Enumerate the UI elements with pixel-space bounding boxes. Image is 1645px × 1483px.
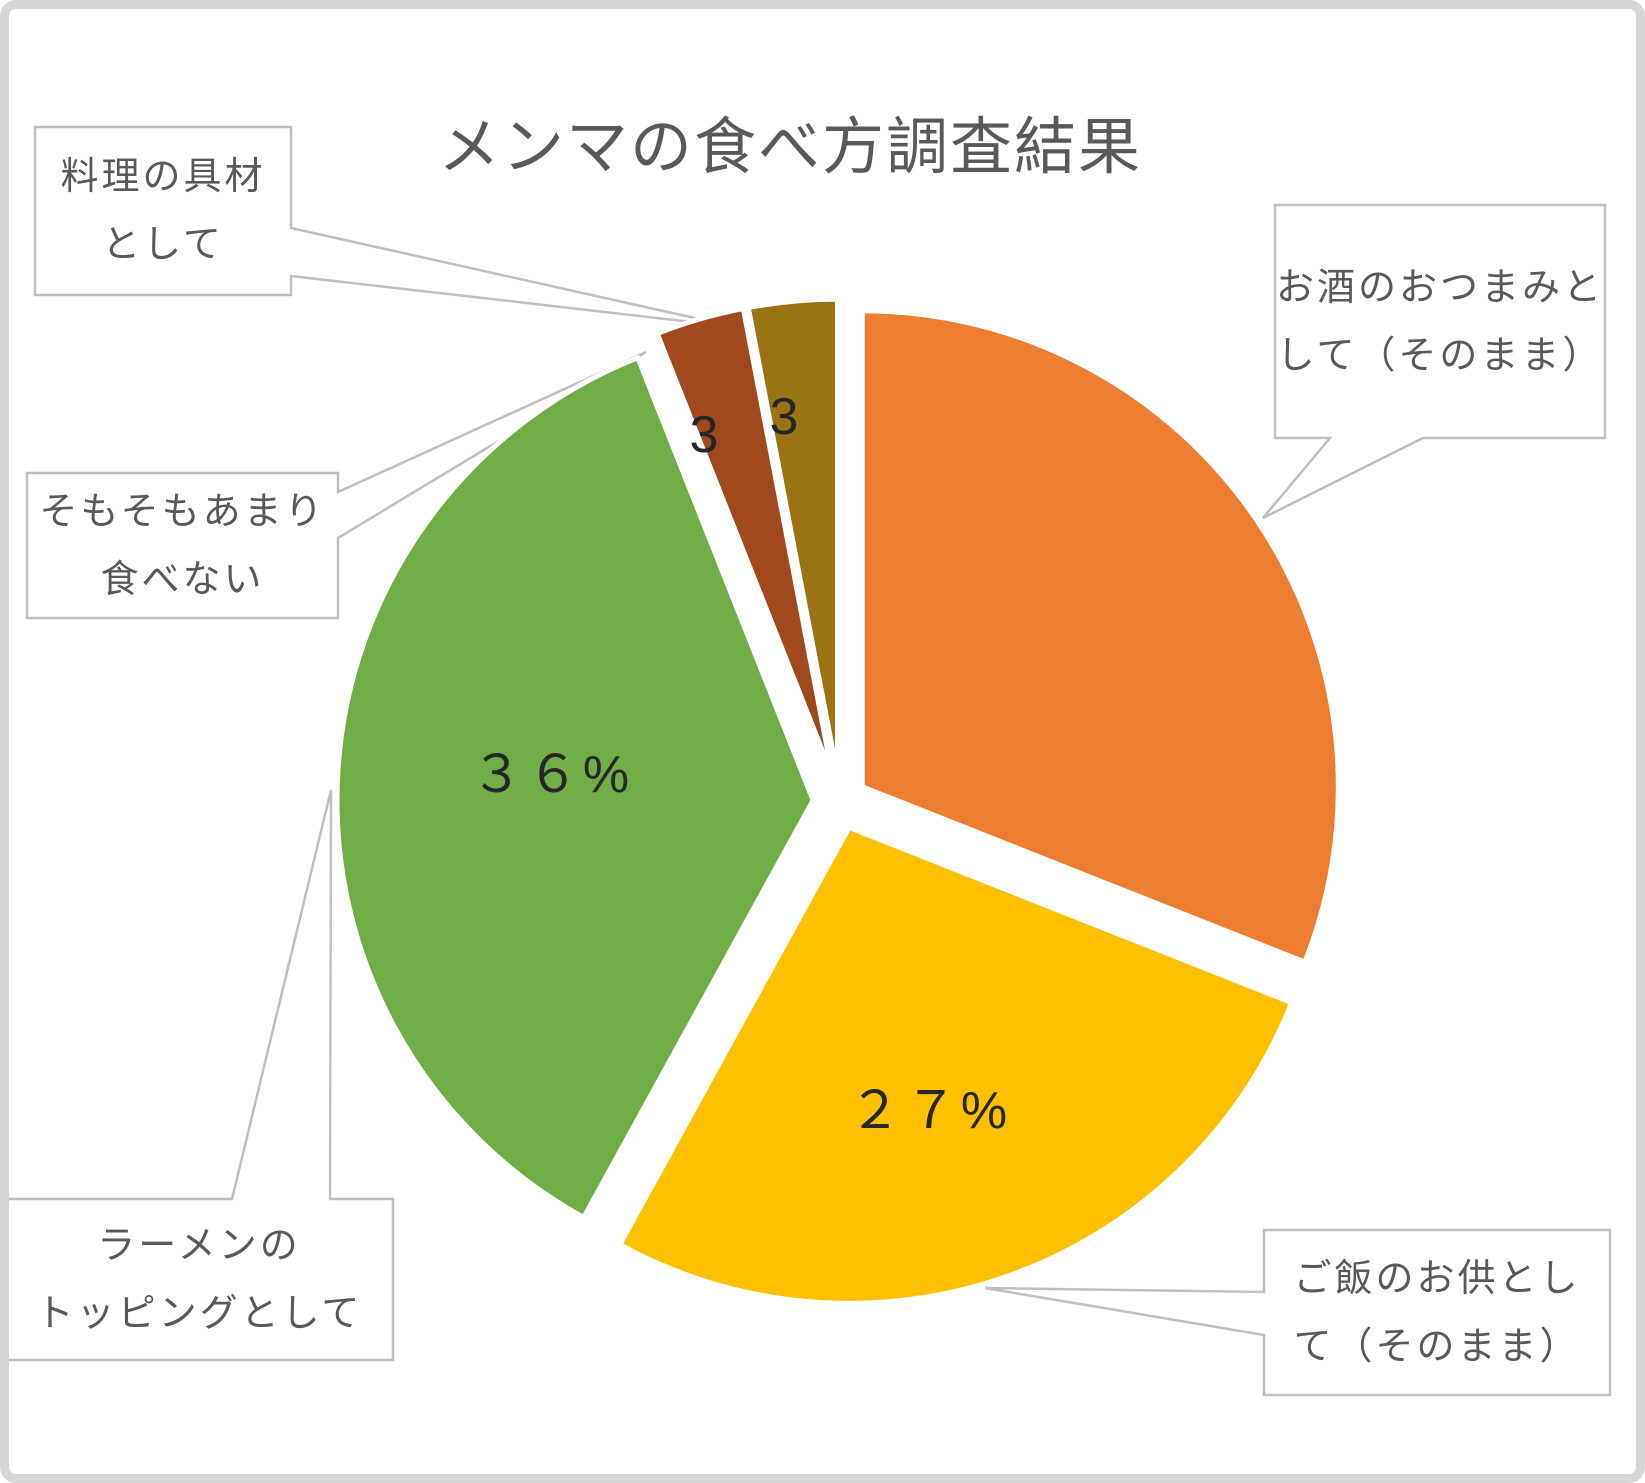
callout-line: て（そのまま） [1293,1325,1581,1368]
data-label-4: 3 [770,388,803,446]
callout-ramen-topping[interactable]: ラーメンの トッピングとして [5,1199,393,1360]
pie-slice-3[interactable] [654,306,835,779]
callout-line: 料理の具材 [60,156,266,198]
data-label-1: ２７% [849,1082,1011,1140]
callout-bubble-ramen-topping[interactable] [3,789,395,1362]
callout-rice-companion[interactable]: ご飯のお供とし て（そのまま） [1264,1230,1610,1395]
callout-line: お酒のおつまみと [1275,266,1604,309]
callout-line: ラーメンの [97,1224,301,1267]
callout-line: そもそもあまり [39,490,326,533]
callout-cooking-ingredient[interactable]: 料理の具材 として [35,127,291,295]
pie-slice-4[interactable] [745,296,840,778]
chart-title: メンマの食べ方調査結果 [437,113,1142,182]
callout-sake-snack[interactable]: お酒のおつまみと して（そのまま） [1275,205,1605,438]
callout-bubble-rice-companion[interactable] [984,1228,1612,1397]
callout-rarely-eat[interactable]: そもそもあまり 食べない [27,473,338,618]
callout-line: トッピングとして [35,1292,363,1335]
callout-line: 食べない [100,558,265,601]
data-label-2: ３６% [471,746,633,804]
callout-bubble-sake-snack[interactable] [1262,203,1607,520]
data-label-3: 3 [690,406,723,464]
callout-bubble-rarely-eat[interactable] [25,350,647,620]
callout-line: ご飯のお供とし [1293,1257,1581,1300]
pie-slice-0[interactable] [859,308,1341,965]
callout-line: として [102,224,224,266]
pie-slice-1[interactable] [617,824,1295,1306]
callout-bubble-cooking-ingredient[interactable] [33,125,736,329]
callout-line: して（そのまま） [1276,334,1604,377]
pie-slice-2[interactable] [334,355,816,1220]
